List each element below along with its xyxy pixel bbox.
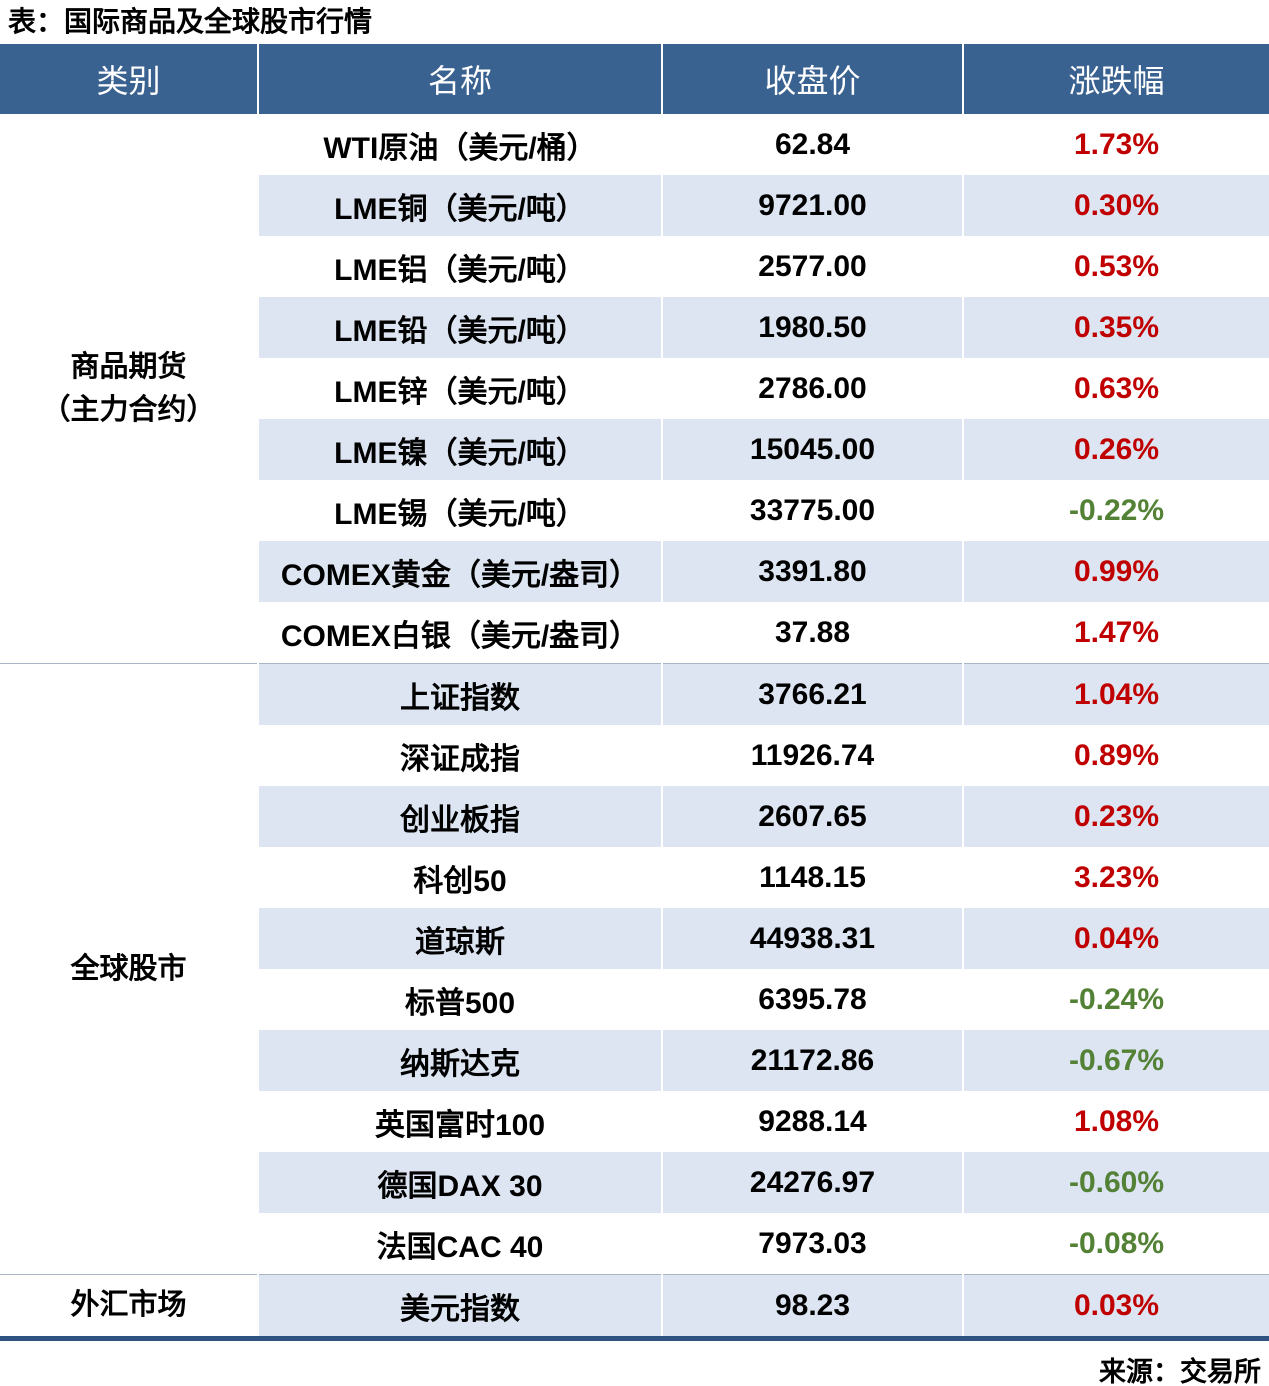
header-row: 类别 名称 收盘价 涨跌幅: [0, 44, 1269, 114]
close-price-cell: 2577.00: [661, 236, 963, 297]
name-cell: LME锡（美元/吨）: [257, 480, 662, 541]
change-percent-cell: 0.99%: [962, 541, 1269, 602]
close-price-cell: 33775.00: [661, 480, 963, 541]
table-row: 英国富时100 9288.14 1.08%: [0, 1091, 1269, 1152]
close-price-cell: 3766.21: [661, 663, 963, 725]
category-label-line: 外汇市场: [70, 1289, 187, 1322]
close-price-cell: 98.23: [661, 1274, 963, 1336]
category-label-line: （主力合约）: [41, 393, 216, 426]
table-row: LME锌（美元/吨） 2786.00 0.63%: [0, 358, 1269, 419]
change-percent-cell: 0.23%: [962, 786, 1269, 847]
close-price-cell: 2786.00: [661, 358, 963, 419]
name-cell: 创业板指: [257, 786, 662, 847]
table-row: COMEX黄金（美元/盎司） 3391.80 0.99%: [0, 541, 1269, 602]
change-percent-cell: 3.23%: [962, 847, 1269, 908]
name-cell: 法国CAC 40: [257, 1213, 662, 1275]
change-percent-cell: 0.30%: [962, 175, 1269, 236]
close-price-cell: 1148.15: [661, 847, 963, 908]
change-percent-cell: 1.47%: [962, 602, 1269, 664]
table-row: COMEX白银（美元/盎司） 37.88 1.47%: [0, 602, 1269, 664]
close-price-cell: 62.84: [661, 114, 963, 175]
close-price-cell: 3391.80: [661, 541, 963, 602]
change-percent-cell: -0.60%: [962, 1152, 1269, 1213]
close-price-cell: 9288.14: [661, 1091, 963, 1152]
table-row: 全球股市 上证指数 3766.21 1.04%: [0, 663, 1269, 1275]
header-cell-name: 名称: [257, 44, 662, 114]
change-percent-cell: 0.35%: [962, 297, 1269, 358]
close-price-cell: 9721.00: [661, 175, 963, 236]
name-cell: 美元指数: [257, 1274, 662, 1336]
close-price-cell: 11926.74: [661, 725, 963, 786]
category-cell: 商品期货 （主力合约）: [0, 114, 258, 664]
table-row: LME铜（美元/吨） 9721.00 0.30%: [0, 175, 1269, 236]
close-price-cell: 1980.50: [661, 297, 963, 358]
close-price-cell: 21172.86: [661, 1030, 963, 1091]
header-cell-close: 收盘价: [661, 44, 963, 114]
change-percent-cell: 0.26%: [962, 419, 1269, 480]
close-price-cell: 44938.31: [661, 908, 963, 969]
close-price-cell: 37.88: [661, 602, 963, 664]
table-row: 创业板指 2607.65 0.23%: [0, 786, 1269, 847]
table-row: 德国DAX 30 24276.97 -0.60%: [0, 1152, 1269, 1213]
table-row: LME铝（美元/吨） 2577.00 0.53%: [0, 236, 1269, 297]
category-cell: 外汇市场: [0, 1274, 258, 1336]
name-cell: COMEX黄金（美元/盎司）: [257, 541, 662, 602]
change-percent-cell: 1.04%: [962, 663, 1269, 725]
table-body: 商品期货 （主力合约） WTI原油（美元/桶） 62.84 1.73% LME铜（美元/吨…: [0, 114, 1269, 1336]
table-row: 法国CAC 40 7973.03 -0.08%: [0, 1213, 1269, 1275]
table-row: 商品期货 （主力合约） WTI原油（美元/桶） 62.84 1.73%: [0, 114, 1269, 664]
market-table: 类别 名称 收盘价 涨跌幅 商品期货 （主力合约） WTI原油（美元/桶） 62.84…: [0, 44, 1269, 1336]
name-cell: COMEX白银（美元/盎司）: [257, 602, 662, 664]
name-cell: LME铅（美元/吨）: [257, 297, 662, 358]
change-percent-cell: 0.04%: [962, 908, 1269, 969]
header-cell-category: 类别: [0, 44, 258, 114]
table-title: 表：国际商品及全球股市行情: [8, 6, 373, 37]
category-cell: 全球股市: [0, 663, 258, 1275]
table-row: 科创50 1148.15 3.23%: [0, 847, 1269, 908]
change-percent-cell: 1.73%: [962, 114, 1269, 175]
change-percent-cell: 1.08%: [962, 1091, 1269, 1152]
name-cell: WTI原油（美元/桶）: [257, 114, 662, 175]
header-cell-change: 涨跌幅: [962, 44, 1269, 114]
name-cell: LME铝（美元/吨）: [257, 236, 662, 297]
category-label-line: 全球股市: [70, 952, 187, 985]
name-cell: 上证指数: [257, 663, 662, 725]
name-cell: 德国DAX 30: [257, 1152, 662, 1213]
change-percent-cell: -0.08%: [962, 1213, 1269, 1275]
category-label-line: 商品期货: [70, 351, 187, 384]
change-percent-cell: 0.63%: [962, 358, 1269, 419]
name-cell: 纳斯达克: [257, 1030, 662, 1091]
bottom-rule: [0, 1336, 1269, 1341]
name-cell: 英国富时100: [257, 1091, 662, 1152]
table-header: 类别 名称 收盘价 涨跌幅: [0, 44, 1269, 114]
close-price-cell: 24276.97: [661, 1152, 963, 1213]
name-cell: 深证成指: [257, 725, 662, 786]
name-cell: 科创50: [257, 847, 662, 908]
close-price-cell: 15045.00: [661, 419, 963, 480]
table-row: LME铅（美元/吨） 1980.50 0.35%: [0, 297, 1269, 358]
name-cell: LME铜（美元/吨）: [257, 175, 662, 236]
change-percent-cell: 0.53%: [962, 236, 1269, 297]
table-row: 深证成指 11926.74 0.89%: [0, 725, 1269, 786]
table-row: 标普500 6395.78 -0.24%: [0, 969, 1269, 1030]
change-percent-cell: -0.22%: [962, 480, 1269, 541]
close-price-cell: 6395.78: [661, 969, 963, 1030]
close-price-cell: 7973.03: [661, 1213, 963, 1275]
change-percent-cell: -0.24%: [962, 969, 1269, 1030]
table-row: 外汇市场 美元指数 98.23 0.03%: [0, 1274, 1269, 1336]
table-row: 纳斯达克 21172.86 -0.67%: [0, 1030, 1269, 1091]
change-percent-cell: 0.89%: [962, 725, 1269, 786]
table-row: LME镍（美元/吨） 15045.00 0.26%: [0, 419, 1269, 480]
name-cell: 道琼斯: [257, 908, 662, 969]
name-cell: LME镍（美元/吨）: [257, 419, 662, 480]
table-row: LME锡（美元/吨） 33775.00 -0.22%: [0, 480, 1269, 541]
name-cell: LME锌（美元/吨）: [257, 358, 662, 419]
table-row: 道琼斯 44938.31 0.04%: [0, 908, 1269, 969]
close-price-cell: 2607.65: [661, 786, 963, 847]
change-percent-cell: 0.03%: [962, 1274, 1269, 1336]
change-percent-cell: -0.67%: [962, 1030, 1269, 1091]
name-cell: 标普500: [257, 969, 662, 1030]
source-note: 来源：交易所: [1099, 1357, 1261, 1386]
